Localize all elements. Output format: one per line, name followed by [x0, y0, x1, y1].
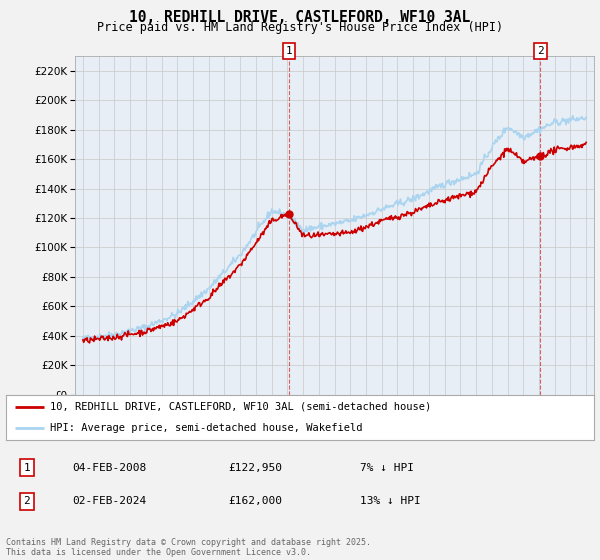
Text: 2: 2: [23, 496, 31, 506]
Text: 10, REDHILL DRIVE, CASTLEFORD, WF10 3AL (semi-detached house): 10, REDHILL DRIVE, CASTLEFORD, WF10 3AL …: [50, 402, 431, 412]
Point: [284, 209, 293, 218]
Text: 02-FEB-2024: 02-FEB-2024: [72, 496, 146, 506]
Text: £122,950: £122,950: [228, 463, 282, 473]
Text: 1: 1: [286, 46, 292, 56]
Text: HPI: Average price, semi-detached house, Wakefield: HPI: Average price, semi-detached house,…: [50, 422, 362, 432]
Text: 7% ↓ HPI: 7% ↓ HPI: [360, 463, 414, 473]
Point: [536, 152, 545, 161]
Text: Contains HM Land Registry data © Crown copyright and database right 2025.
This d: Contains HM Land Registry data © Crown c…: [6, 538, 371, 557]
Text: 2: 2: [537, 46, 544, 56]
Text: 10, REDHILL DRIVE, CASTLEFORD, WF10 3AL: 10, REDHILL DRIVE, CASTLEFORD, WF10 3AL: [130, 10, 470, 25]
Text: £162,000: £162,000: [228, 496, 282, 506]
Text: 1: 1: [23, 463, 31, 473]
Text: 04-FEB-2008: 04-FEB-2008: [72, 463, 146, 473]
Text: 13% ↓ HPI: 13% ↓ HPI: [360, 496, 421, 506]
Text: Price paid vs. HM Land Registry's House Price Index (HPI): Price paid vs. HM Land Registry's House …: [97, 21, 503, 34]
